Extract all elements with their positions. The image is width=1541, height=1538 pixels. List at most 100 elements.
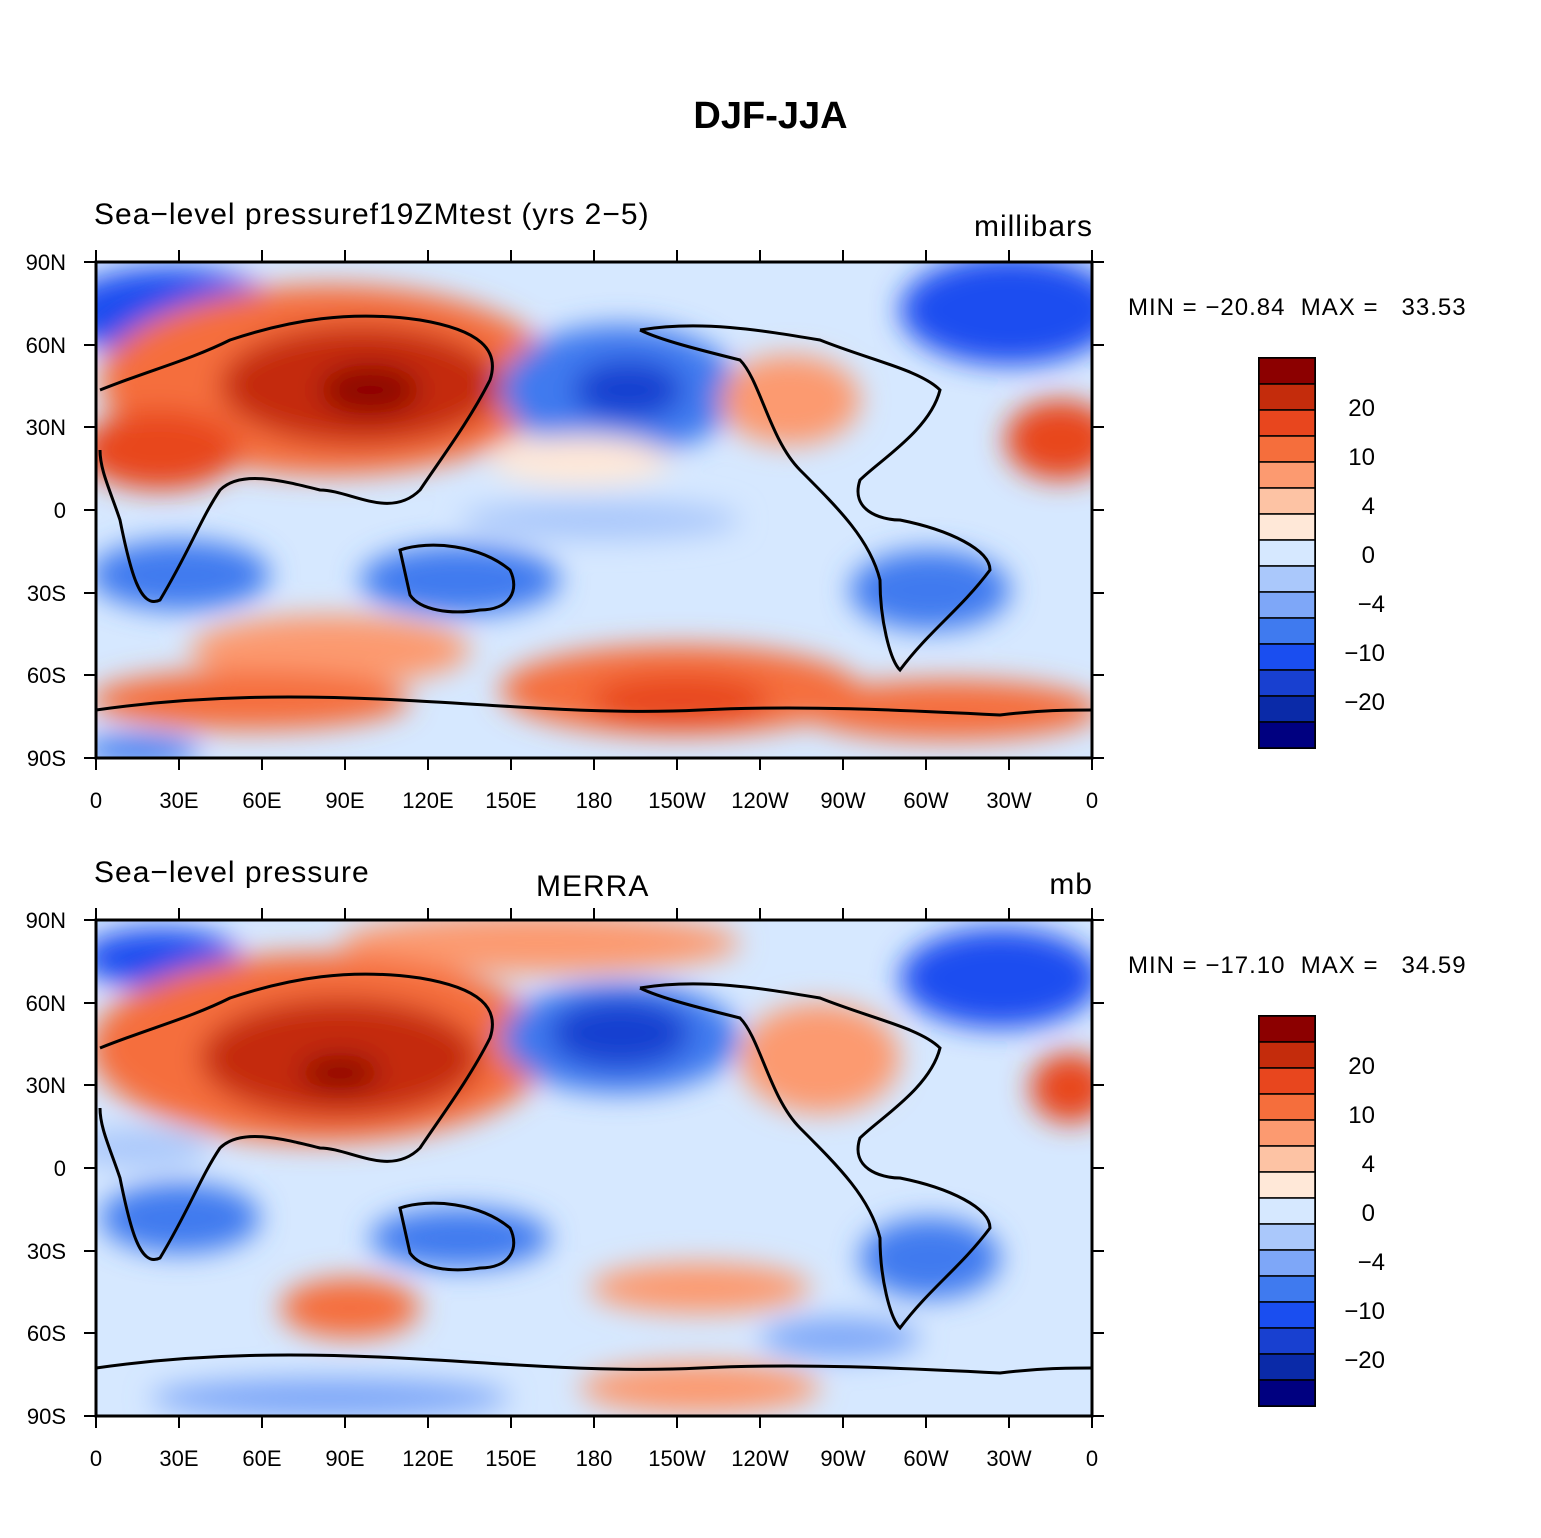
lon-label: 60E [242,1446,282,1471]
colorbar-label: 4 [1361,493,1375,520]
colorbar-box [1258,1301,1316,1329]
map-panel-merra: Sea−level pressure MERRA mb MIN = −17.10… [0,848,1541,1508]
colorbar-label: 0 [1361,1200,1375,1227]
colorbar-box [1258,409,1316,437]
max-label: MAX = [1300,952,1379,979]
colorbar-box [1258,721,1316,749]
colorbar-box [1258,357,1316,385]
lon-label: 120E [402,788,454,813]
colorbar-box [1258,1379,1316,1407]
colorbar-label: −20 [1344,689,1385,716]
colorbar-box [1258,669,1316,697]
colorbar-box [1258,1093,1316,1121]
colorbar-label: 20 [1348,395,1375,422]
lon-label: 60W [903,1446,949,1471]
colorbar-label: 0 [1361,542,1375,569]
colorbar-box [1258,695,1316,723]
lon-label: 90E [325,1446,365,1471]
colorbar-label: 20 [1348,1053,1375,1080]
min-label: MIN = [1128,952,1198,979]
coastlines [96,972,1092,1375]
lat-label: 0 [53,1156,66,1181]
lat-label: 60S [26,1321,66,1346]
lat-label: 60S [26,663,66,688]
lon-label: 180 [575,788,613,813]
colorbar-box [1258,1197,1316,1225]
lat-label: 90N [25,250,66,275]
lat-label: 30S [26,1239,66,1264]
lat-label: 90N [25,908,66,933]
colorbar-box [1258,435,1316,463]
lat-label: 90S [26,1404,66,1429]
lon-label: 150W [648,788,706,813]
lon-label: 150E [485,1446,537,1471]
colorbar-box [1258,1223,1316,1251]
panel-title-left: Sea−level pressure [94,856,370,889]
lon-label: 0 [89,1446,103,1471]
colorbar-box [1258,591,1316,619]
panel-title-center: MERRA [536,870,650,903]
lon-label: 90W [820,1446,866,1471]
lon-label: 0 [89,788,103,813]
lon-label: 0 [1085,788,1099,813]
max-value: 33.53 [1401,294,1467,321]
lat-label: 30S [26,581,66,606]
lon-label: 60W [903,788,949,813]
lat-label: 30N [25,1073,66,1098]
colorbar-box [1258,643,1316,671]
min-value: −20.84 [1205,294,1286,321]
pressure-field [96,920,1092,1416]
colorbar-box [1258,1327,1316,1355]
panel-title-left: Sea−level pressuref19ZMtest (yrs 2−5) [94,198,650,231]
lon-label: 30W [986,1446,1032,1471]
min-value: −17.10 [1205,952,1286,979]
colorbar [1258,1015,1316,1407]
colorbar [1258,357,1316,749]
lon-label: 150W [648,1446,706,1471]
lon-label: 60E [242,788,282,813]
colorbar-box [1258,383,1316,411]
contour-map-model [84,250,1316,770]
colorbar-label: 10 [1348,1102,1375,1129]
colorbar-box [1258,1145,1316,1173]
lon-label: 120W [731,788,789,813]
lon-label: 180 [575,1446,613,1471]
figure-title: DJF-JJA [693,95,848,137]
contour-map-merra [84,908,1316,1428]
lon-label: 30E [159,788,199,813]
colorbar-box [1258,1249,1316,1277]
panel-units: millibars [973,210,1093,243]
lat-label: 60N [25,991,66,1016]
max-value: 34.59 [1401,952,1467,979]
lat-label: 90S [26,746,66,771]
colorbar-label: 10 [1348,444,1375,471]
max-label: MAX = [1300,294,1379,321]
colorbar-label: −4 [1357,1249,1385,1276]
coastlines [96,314,1092,717]
colorbar-box [1258,1015,1316,1043]
lon-label: 90E [325,788,365,813]
lat-label: 60N [25,333,66,358]
map-panel-model: Sea−level pressuref19ZMtest (yrs 2−5) mi… [0,190,1541,850]
colorbar-label: −10 [1344,1298,1385,1325]
lat-label: 0 [53,498,66,523]
axis-ticks [84,250,1104,770]
min-max-readout: MIN = −20.84 MAX = 33.53 [1128,294,1467,322]
colorbar-box [1258,461,1316,489]
lon-label: 0 [1085,1446,1099,1471]
lon-label: 30E [159,1446,199,1471]
min-max-readout: MIN = −17.10 MAX = 34.59 [1128,952,1467,980]
colorbar-label: −4 [1357,591,1385,618]
colorbar-box [1258,1275,1316,1303]
colorbar-label: −10 [1344,640,1385,667]
panel-units: mb [1049,868,1093,901]
colorbar-box [1258,487,1316,515]
min-label: MIN = [1128,294,1198,321]
lat-label: 30N [25,415,66,440]
lon-label: 90W [820,788,866,813]
lon-label: 120E [402,1446,454,1471]
colorbar-label: 4 [1361,1151,1375,1178]
axis-ticks [84,908,1104,1428]
lon-label: 30W [986,788,1032,813]
colorbar-box [1258,617,1316,645]
